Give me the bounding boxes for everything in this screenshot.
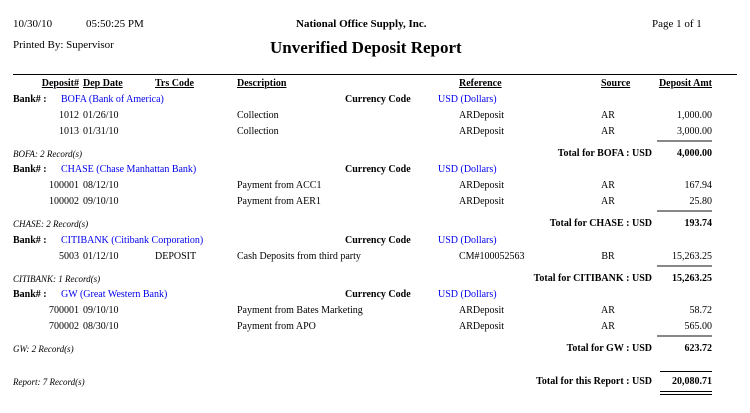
report-total-label: Total for this Report : USD [536,376,652,387]
page-number: Page 1 of 1 [652,18,702,30]
reference: ARDeposit [459,321,504,332]
source: AR [601,305,615,316]
col-reference: Reference [459,78,502,89]
deposit-amount: 565.00 [684,321,713,332]
deposit-date: 08/12/10 [83,180,119,191]
reference: ARDeposit [459,180,504,191]
bank-total: 623.72 [684,343,713,354]
source: AR [601,321,615,332]
report-total: 20,080.71 [672,376,712,387]
col-deposit: Deposit# [41,78,79,89]
bank-total: 15,263.25 [672,273,712,284]
source: AR [601,126,615,137]
bank-records: CHASE: 2 Record(s) [13,219,89,229]
print-date: 10/30/10 [13,18,53,30]
deposit-amount: 15,263.25 [672,251,712,262]
bank-total-label: Total for CITIBANK : USD [533,273,652,284]
deposit-number: 5003 [59,251,79,262]
subtotal-rule [657,210,712,212]
deposit-number: 100001 [49,180,79,191]
bank-label: Bank# : [13,94,47,105]
deposit-amount: 25.80 [689,196,713,207]
bank-total-label: Total for GW : USD [566,343,652,354]
deposit-number: 700002 [49,321,79,332]
bank-records: BOFA: 2 Record(s) [13,149,82,159]
deposit-date: 01/31/10 [83,126,119,137]
currency-code-label: Currency Code [345,289,411,300]
deposit-date: 01/26/10 [83,110,119,121]
deposit-date: 01/12/10 [83,251,119,262]
grand-total-double-rule-1 [660,391,712,392]
reference: CM#100052563 [459,251,525,262]
description: Payment from APO [237,321,316,332]
currency-code-label: Currency Code [345,94,411,105]
subtotal-rule [657,335,712,337]
currency-value: USD (Dollars) [438,235,497,246]
col-source: Source [601,78,631,89]
currency-value: USD (Dollars) [438,164,497,175]
printed-by: Printed By: Supervisor [13,39,114,51]
deposit-amount: 3,000.00 [677,126,712,137]
source: AR [601,110,615,121]
report-records: Report: 7 Record(s) [13,377,85,387]
bank-records: GW: 2 Record(s) [13,344,74,354]
reference: ARDeposit [459,196,504,207]
currency-value: USD (Dollars) [438,289,497,300]
col-deposit-amt: Deposit Amt [658,78,712,89]
currency-code-label: Currency Code [345,164,411,175]
bank-records: CITIBANK: 1 Record(s) [13,274,101,284]
subtotal-rule [657,265,712,267]
deposit-date: 09/10/10 [83,305,119,316]
deposit-amount: 58.72 [689,305,713,316]
grand-total-rule [660,371,712,372]
bank-label: Bank# : [13,235,47,246]
col-dep-date: Dep Date [83,78,123,89]
reference: ARDeposit [459,126,504,137]
deposit-amount: 1,000.00 [677,110,712,121]
trs-code: DEPOSIT [155,251,197,262]
print-time: 05:50:25 PM [86,18,144,30]
description: Payment from Bates Marketing [237,305,363,316]
company-name: National Office Supply, Inc. [296,18,427,30]
bank-name: BOFA (Bank of America) [61,94,164,105]
bank-name: CHASE (Chase Manhattan Bank) [61,164,197,175]
deposit-number: 1013 [59,126,79,137]
header-divider [13,74,737,75]
deposit-number: 1012 [59,110,79,121]
description: Collection [237,126,279,137]
bank-total: 4,000.00 [677,148,712,159]
deposit-number: 700001 [49,305,79,316]
bank-total-label: Total for CHASE : USD [549,218,652,229]
reference: ARDeposit [459,305,504,316]
bank-label: Bank# : [13,164,47,175]
subtotal-rule [657,140,712,142]
description: Cash Deposits from third party [237,251,361,262]
currency-code-label: Currency Code [345,235,411,246]
description: Payment from ACC1 [237,180,322,191]
bank-total-label: Total for BOFA : USD [557,148,652,159]
deposit-number: 100002 [49,196,79,207]
source: AR [601,180,615,191]
description: Collection [237,110,279,121]
bank-name: GW (Great Western Bank) [61,289,168,300]
description: Payment from AER1 [237,196,321,207]
bank-label: Bank# : [13,289,47,300]
deposit-date: 09/10/10 [83,196,119,207]
reference: ARDeposit [459,110,504,121]
bank-name: CITIBANK (Citibank Corporation) [61,235,204,246]
col-trs-code: Trs Code [155,78,194,89]
grand-total-double-rule-2 [660,394,712,395]
col-description: Description [237,78,287,89]
source: BR [601,251,615,262]
deposit-date: 08/30/10 [83,321,119,332]
report-title: Unverified Deposit Report [270,38,462,57]
bank-total: 193.74 [684,218,713,229]
currency-value: USD (Dollars) [438,94,497,105]
deposit-amount: 167.94 [684,180,713,191]
source: AR [601,196,615,207]
